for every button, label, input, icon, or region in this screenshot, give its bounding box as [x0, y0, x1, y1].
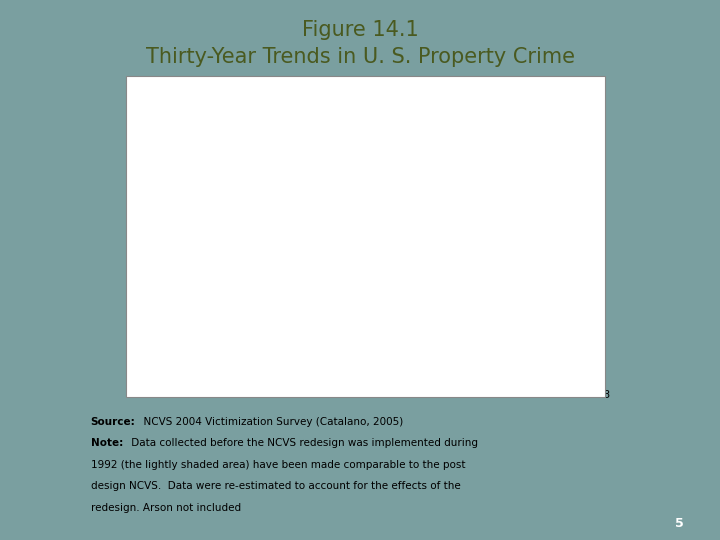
Bar — [176, 113, 444, 381]
Text: Note:: Note: — [91, 438, 123, 448]
Text: Burglary: Burglary — [296, 321, 346, 331]
Text: Theft: Theft — [324, 248, 355, 258]
Bar — [443, 113, 598, 381]
Text: 5: 5 — [675, 517, 684, 530]
Text: design NCVS.  Data were re-estimated to account for the effects of the: design NCVS. Data were re-estimated to a… — [91, 482, 461, 491]
Text: Motor vehicle theft: Motor vehicle theft — [240, 357, 353, 368]
Text: Data collected before the NCVS redesign was implemented during: Data collected before the NCVS redesign … — [128, 438, 478, 448]
Text: Source:: Source: — [91, 417, 135, 427]
Text: Figure 14.1: Figure 14.1 — [302, 19, 418, 40]
Text: redesign. Arson not included: redesign. Arson not included — [91, 503, 241, 513]
Text: Total property crime: Total property crime — [268, 153, 388, 163]
Text: NCVS 2004 Victimization Survey (Catalano, 2005): NCVS 2004 Victimization Survey (Catalano… — [137, 417, 403, 427]
Text: Rate per 1,000 households: Rate per 1,000 households — [172, 93, 312, 103]
Text: 1992 (the lightly shaded area) have been made comparable to the post: 1992 (the lightly shaded area) have been… — [91, 460, 465, 470]
Text: Thirty-Year Trends in U. S. Property Crime: Thirty-Year Trends in U. S. Property Cri… — [145, 46, 575, 67]
